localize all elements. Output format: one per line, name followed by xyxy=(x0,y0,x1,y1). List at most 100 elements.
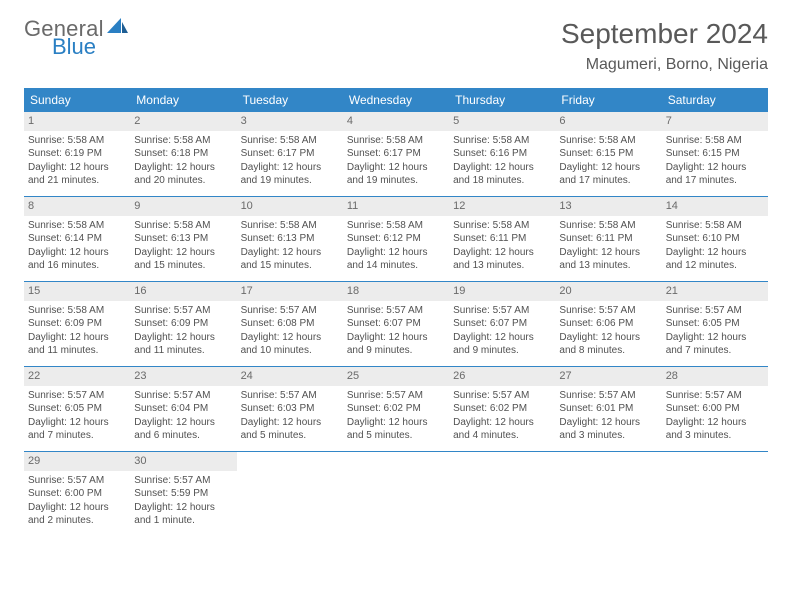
sunrise-text: Sunrise: 5:57 AM xyxy=(241,304,339,318)
calendar-cell xyxy=(449,452,555,536)
daylight-text-line2: and 1 minute. xyxy=(134,514,232,528)
calendar-cell: 5Sunrise: 5:58 AMSunset: 6:16 PMDaylight… xyxy=(449,112,555,196)
daylight-text-line1: Daylight: 12 hours xyxy=(453,416,551,430)
sunrise-text: Sunrise: 5:57 AM xyxy=(347,389,445,403)
sunset-text: Sunset: 6:03 PM xyxy=(241,402,339,416)
sunrise-text: Sunrise: 5:57 AM xyxy=(666,389,764,403)
weekday-header: Monday xyxy=(130,88,236,112)
day-number: 28 xyxy=(662,367,768,386)
header: General Blue September 2024 Magumeri, Bo… xyxy=(24,18,768,74)
daylight-text-line1: Daylight: 12 hours xyxy=(241,246,339,260)
calendar-cell: 29Sunrise: 5:57 AMSunset: 6:00 PMDayligh… xyxy=(24,452,130,536)
day-number: 29 xyxy=(24,452,130,471)
daylight-text-line2: and 19 minutes. xyxy=(241,174,339,188)
daylight-text-line1: Daylight: 12 hours xyxy=(28,501,126,515)
daylight-text-line1: Daylight: 12 hours xyxy=(559,331,657,345)
day-number: 21 xyxy=(662,282,768,301)
sunset-text: Sunset: 6:09 PM xyxy=(28,317,126,331)
sunrise-text: Sunrise: 5:58 AM xyxy=(559,219,657,233)
sunrise-text: Sunrise: 5:58 AM xyxy=(241,219,339,233)
weekday-header: Friday xyxy=(555,88,661,112)
daylight-text-line2: and 17 minutes. xyxy=(666,174,764,188)
calendar-cell: 8Sunrise: 5:58 AMSunset: 6:14 PMDaylight… xyxy=(24,197,130,281)
day-number: 1 xyxy=(24,112,130,131)
sunset-text: Sunset: 6:13 PM xyxy=(241,232,339,246)
calendar-cell: 18Sunrise: 5:57 AMSunset: 6:07 PMDayligh… xyxy=(343,282,449,366)
calendar-cell: 27Sunrise: 5:57 AMSunset: 6:01 PMDayligh… xyxy=(555,367,661,451)
day-number: 9 xyxy=(130,197,236,216)
sunrise-text: Sunrise: 5:57 AM xyxy=(453,389,551,403)
weekday-header: Tuesday xyxy=(237,88,343,112)
sunrise-text: Sunrise: 5:57 AM xyxy=(28,474,126,488)
sunrise-text: Sunrise: 5:58 AM xyxy=(453,219,551,233)
daylight-text-line2: and 20 minutes. xyxy=(134,174,232,188)
daylight-text-line2: and 21 minutes. xyxy=(28,174,126,188)
daylight-text-line1: Daylight: 12 hours xyxy=(666,161,764,175)
daylight-text-line2: and 4 minutes. xyxy=(453,429,551,443)
calendar-week-row: 29Sunrise: 5:57 AMSunset: 6:00 PMDayligh… xyxy=(24,452,768,536)
daylight-text-line1: Daylight: 12 hours xyxy=(347,331,445,345)
sunset-text: Sunset: 6:18 PM xyxy=(134,147,232,161)
sunrise-text: Sunrise: 5:58 AM xyxy=(241,134,339,148)
daylight-text-line1: Daylight: 12 hours xyxy=(134,416,232,430)
daylight-text-line1: Daylight: 12 hours xyxy=(453,331,551,345)
day-number: 4 xyxy=(343,112,449,131)
sunset-text: Sunset: 6:08 PM xyxy=(241,317,339,331)
daylight-text-line1: Daylight: 12 hours xyxy=(559,246,657,260)
sunrise-text: Sunrise: 5:58 AM xyxy=(28,304,126,318)
daylight-text-line1: Daylight: 12 hours xyxy=(666,331,764,345)
calendar-cell xyxy=(237,452,343,536)
daylight-text-line2: and 5 minutes. xyxy=(241,429,339,443)
daylight-text-line2: and 16 minutes. xyxy=(28,259,126,273)
daylight-text-line1: Daylight: 12 hours xyxy=(559,416,657,430)
calendar-week-row: 15Sunrise: 5:58 AMSunset: 6:09 PMDayligh… xyxy=(24,282,768,367)
brand-line2: Blue xyxy=(52,36,129,58)
calendar-cell: 12Sunrise: 5:58 AMSunset: 6:11 PMDayligh… xyxy=(449,197,555,281)
sunset-text: Sunset: 6:15 PM xyxy=(559,147,657,161)
day-number: 30 xyxy=(130,452,236,471)
sunset-text: Sunset: 6:10 PM xyxy=(666,232,764,246)
sunrise-text: Sunrise: 5:58 AM xyxy=(559,134,657,148)
weekday-header: Saturday xyxy=(662,88,768,112)
daylight-text-line2: and 3 minutes. xyxy=(559,429,657,443)
sunrise-text: Sunrise: 5:58 AM xyxy=(28,219,126,233)
sunset-text: Sunset: 6:11 PM xyxy=(559,232,657,246)
day-number: 2 xyxy=(130,112,236,131)
day-number: 26 xyxy=(449,367,555,386)
daylight-text-line2: and 5 minutes. xyxy=(347,429,445,443)
day-number: 19 xyxy=(449,282,555,301)
sunset-text: Sunset: 6:04 PM xyxy=(134,402,232,416)
daylight-text-line2: and 13 minutes. xyxy=(453,259,551,273)
sunrise-text: Sunrise: 5:57 AM xyxy=(134,474,232,488)
day-number: 12 xyxy=(449,197,555,216)
daylight-text-line2: and 11 minutes. xyxy=(134,344,232,358)
weekday-header: Thursday xyxy=(449,88,555,112)
sunset-text: Sunset: 6:07 PM xyxy=(347,317,445,331)
title-block: September 2024 Magumeri, Borno, Nigeria xyxy=(561,18,768,74)
daylight-text-line1: Daylight: 12 hours xyxy=(28,161,126,175)
sunrise-text: Sunrise: 5:57 AM xyxy=(241,389,339,403)
day-number: 16 xyxy=(130,282,236,301)
daylight-text-line1: Daylight: 12 hours xyxy=(347,161,445,175)
daylight-text-line2: and 7 minutes. xyxy=(28,429,126,443)
day-number: 8 xyxy=(24,197,130,216)
sunrise-text: Sunrise: 5:57 AM xyxy=(666,304,764,318)
daylight-text-line1: Daylight: 12 hours xyxy=(347,246,445,260)
calendar-cell: 30Sunrise: 5:57 AMSunset: 5:59 PMDayligh… xyxy=(130,452,236,536)
daylight-text-line1: Daylight: 12 hours xyxy=(134,246,232,260)
day-number: 22 xyxy=(24,367,130,386)
calendar-cell: 13Sunrise: 5:58 AMSunset: 6:11 PMDayligh… xyxy=(555,197,661,281)
daylight-text-line2: and 17 minutes. xyxy=(559,174,657,188)
daylight-text-line2: and 9 minutes. xyxy=(347,344,445,358)
calendar-cell: 2Sunrise: 5:58 AMSunset: 6:18 PMDaylight… xyxy=(130,112,236,196)
daylight-text-line1: Daylight: 12 hours xyxy=(347,416,445,430)
daylight-text-line2: and 2 minutes. xyxy=(28,514,126,528)
daylight-text-line2: and 11 minutes. xyxy=(28,344,126,358)
daylight-text-line2: and 13 minutes. xyxy=(559,259,657,273)
daylight-text-line1: Daylight: 12 hours xyxy=(134,161,232,175)
daylight-text-line2: and 10 minutes. xyxy=(241,344,339,358)
day-number: 25 xyxy=(343,367,449,386)
daylight-text-line2: and 12 minutes. xyxy=(666,259,764,273)
day-number: 20 xyxy=(555,282,661,301)
calendar-cell: 16Sunrise: 5:57 AMSunset: 6:09 PMDayligh… xyxy=(130,282,236,366)
